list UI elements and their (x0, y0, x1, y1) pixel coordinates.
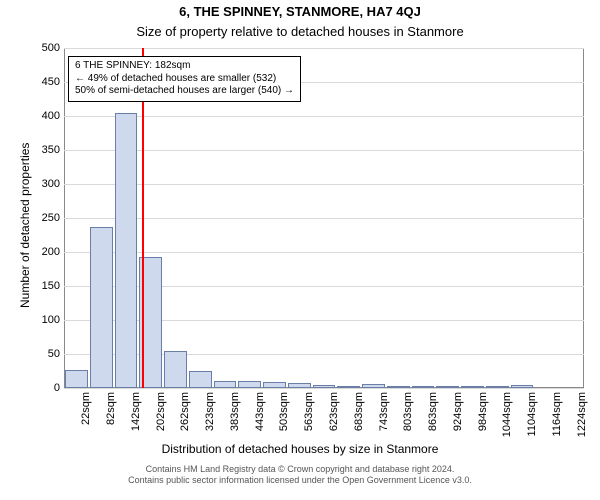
y-tick-label: 500 (30, 42, 60, 54)
histogram-bar (436, 386, 459, 388)
chart-title-sub: Size of property relative to detached ho… (0, 24, 600, 39)
histogram-bar (263, 382, 286, 388)
x-axis-label: Distribution of detached houses by size … (0, 442, 600, 456)
histogram-bar (164, 351, 187, 388)
histogram-bar (486, 386, 509, 388)
x-tick-label: 383sqm (229, 392, 241, 431)
x-tick-label: 1104sqm (526, 392, 538, 436)
histogram-bar (362, 384, 385, 388)
histogram-bar (288, 383, 311, 388)
x-tick-label: 1044sqm (501, 392, 513, 437)
x-tick-label: 623sqm (328, 392, 340, 431)
x-tick-label: 22sqm (80, 392, 92, 425)
chart-container: { "title_main": "6, THE SPINNEY, STANMOR… (0, 0, 600, 500)
histogram-bar (115, 113, 138, 388)
x-tick-label: 743sqm (378, 392, 390, 431)
histogram-bar (412, 386, 435, 388)
histogram-bar (65, 370, 88, 388)
histogram-bar (511, 385, 534, 388)
annotation-line-3: 50% of semi-detached houses are larger (… (75, 85, 294, 98)
annotation-line-1: 6 THE SPINNEY: 182sqm (75, 60, 294, 73)
x-tick-label: 202sqm (155, 392, 167, 431)
x-tick-label: 863sqm (427, 392, 439, 431)
histogram-bar (214, 381, 237, 388)
footer: Contains HM Land Registry data © Crown c… (0, 464, 600, 486)
x-tick-label: 443sqm (254, 392, 266, 431)
y-tick-label: 400 (30, 110, 60, 122)
histogram-bar (313, 385, 336, 388)
x-tick-label: 563sqm (303, 392, 315, 431)
y-tick-label: 450 (30, 76, 60, 88)
x-tick-label: 1164sqm (551, 392, 563, 436)
x-tick-label: 503sqm (278, 392, 290, 431)
histogram-bar (189, 371, 212, 388)
histogram-bar (238, 381, 261, 388)
footer-line-2: Contains public sector information licen… (0, 475, 600, 486)
x-tick-label: 683sqm (353, 392, 365, 431)
x-tick-label: 924sqm (452, 392, 464, 431)
histogram-bar (387, 386, 410, 388)
x-tick-label: 1224sqm (576, 392, 588, 437)
x-tick-label: 262sqm (179, 392, 191, 431)
y-tick-label: 250 (30, 212, 60, 224)
chart-title-main: 6, THE SPINNEY, STANMORE, HA7 4QJ (0, 4, 600, 19)
y-tick-label: 150 (30, 280, 60, 292)
histogram-bar (337, 386, 360, 388)
y-tick-label: 350 (30, 144, 60, 156)
footer-line-1: Contains HM Land Registry data © Crown c… (0, 464, 600, 475)
annotation-box: 6 THE SPINNEY: 182sqm ← 49% of detached … (68, 56, 301, 102)
x-tick-label: 142sqm (130, 392, 142, 431)
x-tick-label: 984sqm (477, 392, 489, 431)
y-tick-label: 300 (30, 178, 60, 190)
y-tick-label: 200 (30, 246, 60, 258)
y-tick-label: 50 (30, 348, 60, 360)
histogram-bar (90, 227, 113, 388)
x-tick-label: 803sqm (402, 392, 414, 431)
gridline (64, 388, 584, 389)
annotation-line-2: ← 49% of detached houses are smaller (53… (75, 73, 294, 86)
y-tick-label: 0 (30, 382, 60, 394)
x-tick-label: 82sqm (105, 392, 117, 425)
x-tick-label: 323sqm (204, 392, 216, 431)
histogram-bar (461, 386, 484, 388)
y-tick-label: 100 (30, 314, 60, 326)
